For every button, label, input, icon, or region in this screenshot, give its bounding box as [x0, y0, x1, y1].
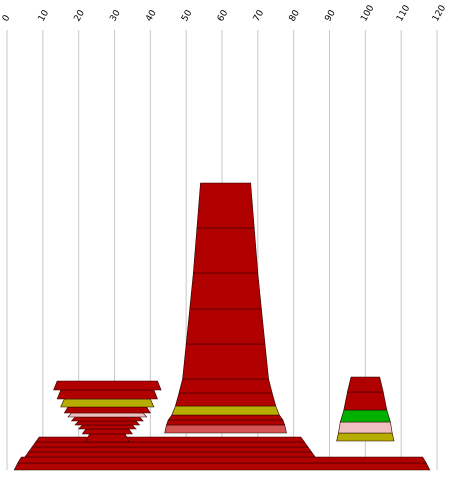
center-peak-band-10 — [196, 182, 255, 229]
center-peak-band-9 — [193, 227, 259, 274]
center-peak-band-5 — [178, 378, 273, 394]
center-peak-band-3 — [171, 405, 280, 416]
x-tick-label-120: 120 — [431, 3, 448, 23]
left-peak-band-4 — [70, 416, 144, 422]
left-peak-band-6 — [63, 406, 151, 414]
x-tick-label-20: 20 — [73, 8, 88, 23]
x-tick-labels: 0 10 20 30 40 50 60 70 80 90 100 110 120 — [1, 3, 448, 23]
right-peak-band-1 — [338, 421, 393, 434]
connector-band-3 — [35, 436, 306, 443]
left-peak-band-5 — [67, 412, 148, 418]
x-tick-label-80: 80 — [288, 8, 303, 23]
plot-area — [13, 182, 431, 471]
connector-band-2 — [31, 441, 309, 448]
x-tick-label-110: 110 — [395, 3, 412, 23]
center-peak-band-7 — [185, 308, 266, 345]
left-peak-band-1 — [81, 428, 134, 435]
x-tick-label-0: 0 — [1, 13, 13, 23]
right-peak-band-4 — [347, 376, 384, 393]
x-tick-label-50: 50 — [180, 8, 195, 23]
center-peak-band-6 — [182, 343, 269, 380]
left-peak-band-8 — [56, 389, 158, 400]
center-peak-band-1 — [166, 419, 286, 426]
x-tick-label-90: 90 — [323, 8, 338, 23]
left-peak-band-2 — [77, 424, 137, 430]
base-band-0 — [13, 462, 431, 471]
base-band-1 — [17, 456, 427, 464]
x-tick-label-70: 70 — [252, 8, 267, 23]
connector-band-0 — [24, 451, 316, 458]
left-peak-band-0 — [85, 433, 130, 443]
x-tick-label-10: 10 — [37, 8, 52, 23]
grid-lines — [6, 30, 438, 470]
center-peak-band-8 — [189, 272, 262, 310]
center-peak-band-4 — [175, 392, 277, 407]
connector-band-1 — [27, 446, 313, 453]
right-peak-band-3 — [343, 391, 388, 411]
x-tick-label-60: 60 — [216, 8, 231, 23]
center-peak-band-2 — [167, 414, 284, 421]
x-tick-label-100: 100 — [359, 3, 376, 23]
x-tick-label-40: 40 — [144, 8, 159, 23]
center-peak-band-0 — [164, 424, 287, 434]
right-peak-band-2 — [339, 409, 391, 423]
left-peak-band-3 — [74, 420, 141, 426]
left-peak-band-9 — [53, 380, 162, 391]
x-tick-label-30: 30 — [108, 8, 123, 23]
left-peak-band-7 — [60, 398, 155, 408]
right-peak-band-0 — [336, 432, 395, 442]
